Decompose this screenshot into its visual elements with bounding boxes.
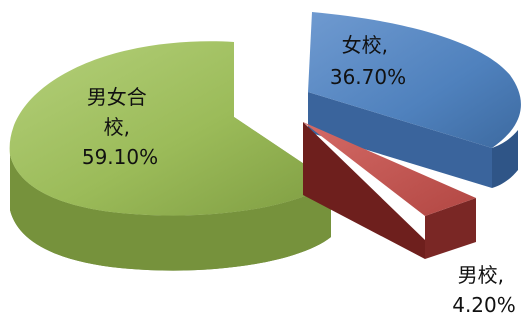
label-boys: 男校, 4.20%	[452, 263, 516, 317]
slice-coed-front	[10, 155, 331, 271]
label-girls-line-2: 36.70%	[330, 65, 406, 89]
label-coed-line-3: 59.10%	[82, 145, 158, 169]
slice-girls-side	[308, 92, 492, 188]
label-boys-line-2: 4.20%	[452, 293, 516, 317]
label-girls-line-1: 女校,	[342, 33, 388, 57]
label-boys-line-1: 男校,	[458, 263, 504, 287]
slice-girls-front	[492, 130, 518, 188]
slice-boys-top	[303, 122, 476, 216]
slice-boys-side	[303, 122, 425, 259]
slice-coed-top	[9, 41, 331, 216]
slice-coed	[9, 41, 331, 271]
label-coed: 男女合 校, 59.10%	[82, 85, 158, 169]
slice-boys-front	[425, 198, 476, 259]
label-coed-line-2: 校,	[104, 115, 130, 139]
slice-girls	[308, 12, 521, 188]
slice-boys	[303, 122, 476, 259]
label-girls: 女校, 36.70%	[330, 33, 406, 89]
slice-girls-top	[308, 12, 521, 148]
label-coed-line-1: 男女合	[87, 85, 147, 109]
